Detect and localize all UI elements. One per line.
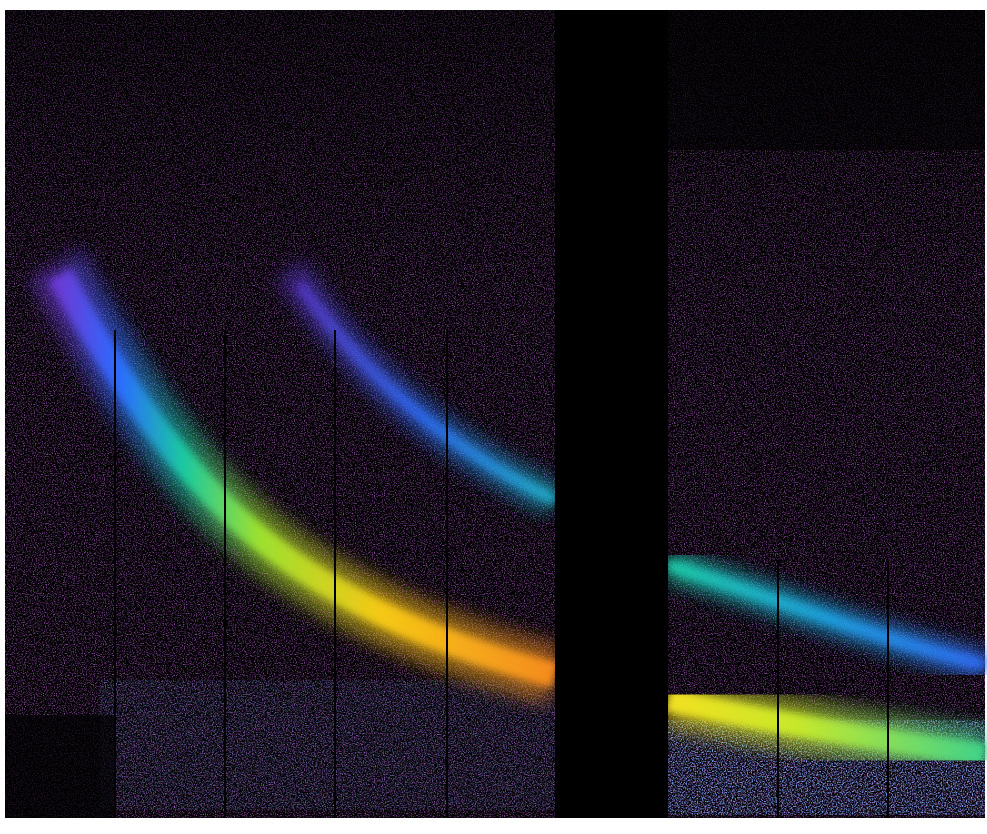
- dark-corner: [555, 10, 985, 150]
- dark-corner: [5, 715, 115, 818]
- page: [0, 0, 987, 834]
- blue-noise: [100, 680, 555, 810]
- detector-image: [0, 0, 987, 834]
